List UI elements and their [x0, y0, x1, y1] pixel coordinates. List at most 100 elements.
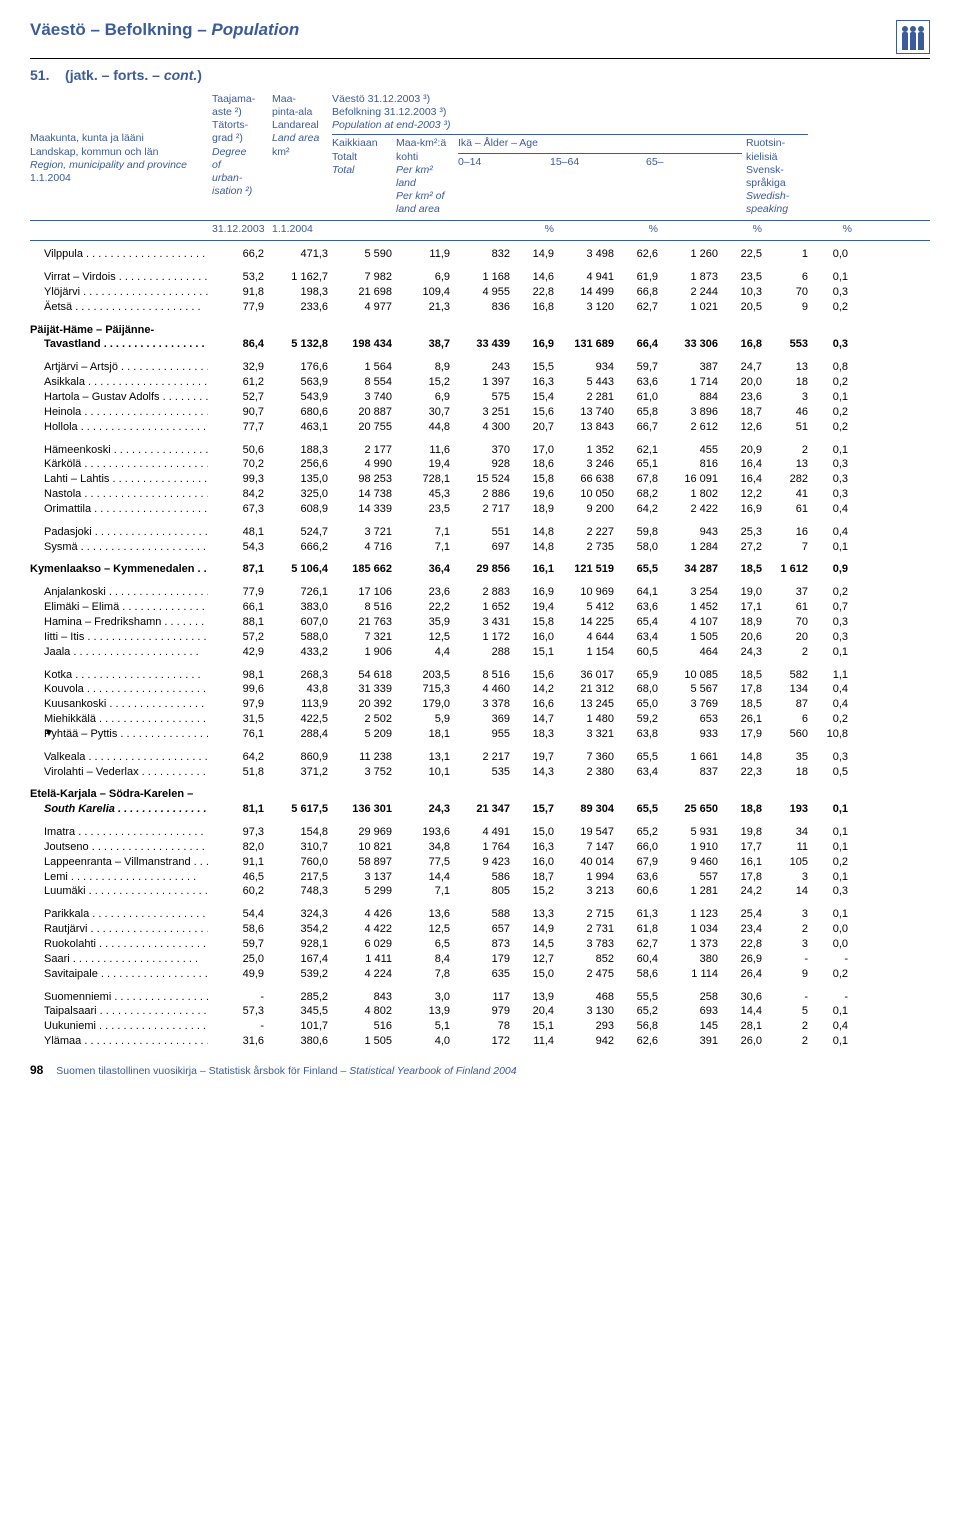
cell: 805 — [454, 884, 510, 899]
cell: 2 475 — [558, 967, 614, 982]
cell: 3 769 — [662, 697, 718, 712]
cell: 2 717 — [454, 502, 510, 517]
cell: 65,5 — [618, 562, 658, 577]
cell: 67,8 — [618, 472, 658, 487]
cell: 59,2 — [618, 712, 658, 727]
cell: 455 — [662, 443, 718, 458]
cell: 2 — [766, 443, 808, 458]
cell: 13,3 — [514, 907, 554, 922]
cell: 135,0 — [268, 472, 328, 487]
cell: 5 412 — [558, 600, 614, 615]
cell: 20 755 — [332, 420, 392, 435]
cell: 7 — [766, 540, 808, 555]
region-header: Päijät-Häme – Päijänne- — [30, 323, 930, 338]
section-cont: (jatk. – forts. – — [65, 67, 164, 83]
cell: 0,4 — [812, 697, 848, 712]
row-name: Kotka — [44, 669, 201, 681]
cell: 860,9 — [268, 750, 328, 765]
cell: 22,2 — [396, 600, 450, 615]
cell: 179,0 — [396, 697, 450, 712]
row-name: Lemi — [44, 871, 196, 883]
cell: 13,9 — [514, 990, 554, 1005]
title-plain: Väestö – Befolkning – — [30, 20, 211, 39]
cell: 0,2 — [812, 420, 848, 435]
cell: 87 — [766, 697, 808, 712]
cell: 2 — [766, 1019, 808, 1034]
cell: 5 617,5 — [268, 802, 328, 817]
cell: 16,1 — [722, 855, 762, 870]
cell: 325,0 — [268, 487, 328, 502]
cell: 19,7 — [514, 750, 554, 765]
row-name: Parikkala — [44, 908, 208, 920]
table-row: Artjärvi – Artsjö32,9176,61 5648,924315,… — [30, 360, 930, 375]
ch-pct-3: % — [722, 223, 762, 236]
cell: 19 547 — [558, 825, 614, 840]
cell: 13 740 — [558, 405, 614, 420]
cell: 22,3 — [722, 765, 762, 780]
cell: 65,1 — [618, 457, 658, 472]
row-name: Imatra — [44, 826, 204, 838]
cell: 933 — [662, 727, 718, 742]
row-name: Tavastland — [44, 338, 208, 350]
row-name: Uukuniemi — [44, 1020, 208, 1032]
cell: 62,7 — [618, 937, 658, 952]
row-name: Pyhtää – Pyttis — [44, 728, 208, 740]
cell: 63,6 — [618, 870, 658, 885]
cell: 1 034 — [662, 922, 718, 937]
cell: 60,2 — [212, 884, 264, 899]
cell: 4 941 — [558, 270, 614, 285]
cell: 1 168 — [454, 270, 510, 285]
cell: 14 — [766, 884, 808, 899]
row-name: Padasjoki — [44, 526, 208, 538]
cell: 836 — [454, 300, 510, 315]
cell: 53,2 — [212, 270, 264, 285]
cell: 58,0 — [618, 540, 658, 555]
cell: 70 — [766, 615, 808, 630]
cell: 715,3 — [396, 682, 450, 697]
cell: 6 — [766, 270, 808, 285]
cell: 90,7 — [212, 405, 264, 420]
cell: 3 — [766, 907, 808, 922]
cell: 1 162,7 — [268, 270, 328, 285]
cell: 63,4 — [618, 765, 658, 780]
cell: 1 352 — [558, 443, 614, 458]
cell: 2 715 — [558, 907, 614, 922]
cell: 2 422 — [662, 502, 718, 517]
cell: 5 — [766, 1004, 808, 1019]
cell: 2 883 — [454, 585, 510, 600]
cell: 18,9 — [514, 502, 554, 517]
row-marker-icon: ▼ — [44, 727, 54, 741]
cell: 369 — [454, 712, 510, 727]
cell: 97,3 — [212, 825, 264, 840]
cell: 57,3 — [212, 1004, 264, 1019]
footer-text-it: Statistical Yearbook of Finland 2004 — [349, 1065, 516, 1077]
cell: 0,3 — [812, 487, 848, 502]
cell: 560 — [766, 727, 808, 742]
cell: 26,0 — [722, 1034, 762, 1049]
cell: 12,5 — [396, 630, 450, 645]
row-name: Kymenlaakso – Kymmenedalen . . . — [30, 563, 208, 575]
row-name: Jaala — [44, 646, 199, 658]
table-row: Parikkala54,4324,34 42613,658813,32 7156… — [30, 907, 930, 922]
cell: 9 — [766, 300, 808, 315]
cell: 3 498 — [558, 247, 614, 262]
cell: 15,1 — [514, 1019, 554, 1034]
cell: 23,4 — [722, 922, 762, 937]
cell: 816 — [662, 457, 718, 472]
cell: 56,8 — [618, 1019, 658, 1034]
row-name: Kärkölä — [44, 458, 208, 470]
cell: 188,3 — [268, 443, 328, 458]
cell: 76,1 — [212, 727, 264, 742]
cell: 380 — [662, 952, 718, 967]
table-row: Hamina – Fredrikshamn88,1607,021 76335,9… — [30, 615, 930, 630]
cell: 34 287 — [662, 562, 718, 577]
cell: 26,9 — [722, 952, 762, 967]
table-row: Kouvola99,643,831 339715,34 46014,221 31… — [30, 682, 930, 697]
cell: 282 — [766, 472, 808, 487]
row-name: Äetsä — [44, 301, 201, 313]
cell: 0,1 — [812, 907, 848, 922]
table-row: Valkeala64,2860,911 23813,12 21719,77 36… — [30, 750, 930, 765]
cell: 4 716 — [332, 540, 392, 555]
cell: 16,0 — [514, 630, 554, 645]
cell: 0,2 — [812, 375, 848, 390]
